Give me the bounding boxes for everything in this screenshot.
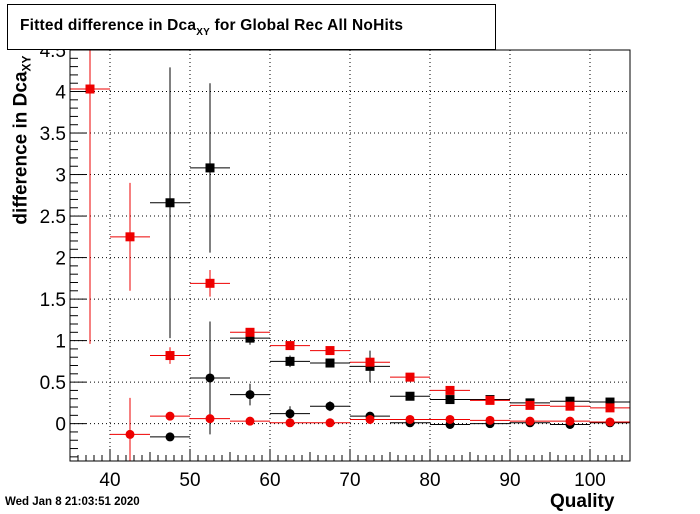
chart-title: Fitted difference in DcaXY for Global Re… (20, 17, 403, 38)
data-point (485, 415, 495, 425)
data-point (205, 373, 215, 383)
x-tick-label: 90 (499, 470, 520, 491)
data-point (405, 372, 415, 382)
data-point (445, 385, 455, 395)
y-axis-label: difference in DcaXY (11, 55, 34, 224)
data-point (565, 401, 575, 411)
x-tick-label: 70 (339, 470, 360, 491)
data-point (285, 341, 295, 351)
y-tick-label: 0 (55, 415, 66, 436)
data-point (525, 416, 535, 426)
data-point (445, 395, 455, 405)
data-point (325, 358, 335, 368)
title-suffix: for Global Rec All NoHits (209, 17, 404, 34)
y-tick-label: 3 (55, 166, 66, 187)
data-point (565, 396, 575, 406)
data-point (205, 414, 215, 424)
y-tick-label: 1 (55, 332, 66, 353)
data-point (525, 400, 535, 410)
y-tick-label: 1.5 (40, 290, 66, 311)
title-main: Fitted difference in Dca (20, 17, 197, 34)
series-square-1 (70, 50, 630, 413)
data-point (165, 351, 175, 361)
data-point (445, 414, 455, 424)
data-point (605, 417, 615, 427)
y-tick-label: 4 (55, 83, 66, 104)
data-point (285, 356, 295, 366)
x-tick-label: 40 (99, 470, 120, 491)
x-tick-label: 100 (574, 470, 606, 491)
data-point (125, 232, 135, 242)
data-point (485, 395, 495, 405)
data-point (245, 390, 255, 400)
data-point (365, 357, 375, 367)
title-box: Fitted difference in DcaXY for Global Re… (7, 4, 496, 50)
data-point (165, 198, 175, 208)
title-subscript: XY (196, 27, 210, 38)
data-point (165, 432, 175, 442)
y-tick-label: 2.5 (40, 207, 66, 228)
x-tick-label: 80 (419, 470, 440, 491)
data-point (245, 416, 255, 426)
x-tick-label: 50 (179, 470, 200, 491)
timestamp: Wed Jan 8 21:03:51 2020 (5, 496, 140, 508)
series-square-0 (150, 67, 630, 408)
data-point (405, 414, 415, 424)
x-axis-label: Quality (550, 491, 615, 512)
x-tick-label: 60 (259, 470, 280, 491)
y-tick-label: 0.5 (40, 373, 66, 394)
data-point (85, 84, 95, 94)
series-circle-3 (110, 397, 630, 461)
data-point (205, 163, 215, 173)
data-point (285, 418, 295, 428)
data-series (70, 50, 630, 461)
y-axis-label-subscript: XY (19, 55, 34, 72)
data-point (285, 409, 295, 419)
grid (70, 49, 630, 461)
data-point (405, 391, 415, 401)
data-point (245, 333, 255, 343)
data-point (365, 414, 375, 424)
data-point (165, 411, 175, 421)
data-point (565, 416, 575, 426)
data-point (605, 403, 615, 413)
plot-frame (69, 49, 631, 462)
data-point (605, 397, 615, 407)
y-tick-label: 3.5 (40, 124, 66, 145)
y-axis-label-main: difference in Dca (10, 71, 32, 225)
data-point (245, 327, 255, 337)
data-point (325, 346, 335, 356)
data-point (205, 278, 215, 288)
data-point (325, 401, 335, 411)
data-point (325, 418, 335, 428)
y-tick-label: 2 (55, 249, 66, 270)
data-point (125, 429, 135, 439)
